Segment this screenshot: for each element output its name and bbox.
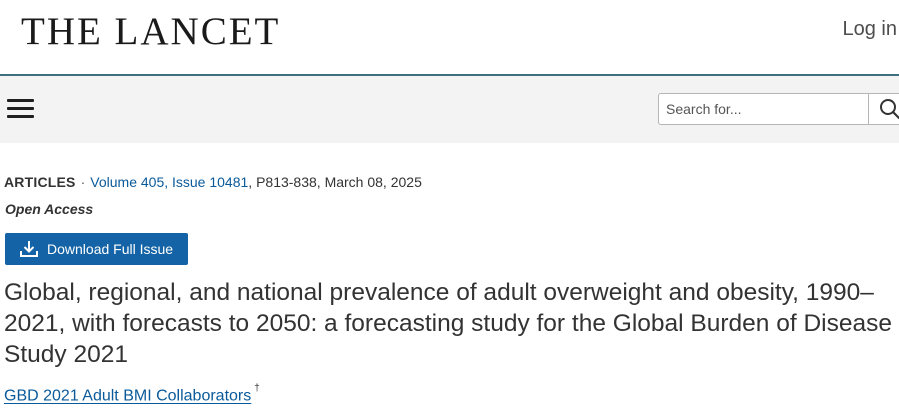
search-box	[658, 93, 899, 125]
header-divider	[0, 74, 899, 76]
search-button[interactable]	[868, 94, 899, 124]
download-full-issue-button[interactable]: Download Full Issue	[5, 233, 188, 265]
search-icon	[880, 99, 899, 120]
hamburger-menu-icon[interactable]	[7, 96, 35, 122]
meta-separator: ·	[80, 174, 86, 190]
menu-bar	[7, 115, 34, 118]
authors: GBD 2021 Adult BMI Collaborators †	[4, 381, 260, 407]
menu-bar	[7, 107, 34, 110]
menu-bar	[7, 99, 34, 102]
volume-issue-link[interactable]: Volume 405, Issue 10481	[90, 174, 249, 190]
pages-date: , P813-838, March 08, 2025	[248, 174, 422, 190]
author-footnote-mark: †	[254, 383, 260, 394]
article-type: ARTICLES	[4, 174, 76, 190]
article-title: Global, regional, and national prevalenc…	[4, 279, 892, 368]
login-link[interactable]: Log in	[842, 18, 898, 40]
search-input[interactable]	[659, 94, 869, 124]
download-icon	[20, 241, 38, 257]
article-meta: ARTICLES · Volume 405, Issue 10481, P813-8…	[4, 172, 422, 192]
toolbar	[0, 76, 899, 143]
open-access-label: Open Access	[5, 201, 94, 217]
download-button-label: Download Full Issue	[47, 241, 174, 257]
author-link[interactable]: GBD 2021 Adult BMI Collaborators	[4, 387, 252, 405]
lancet-logo[interactable]: THE LANCET	[21, 10, 281, 53]
site-header: THE LANCET Log in	[0, 0, 899, 74]
